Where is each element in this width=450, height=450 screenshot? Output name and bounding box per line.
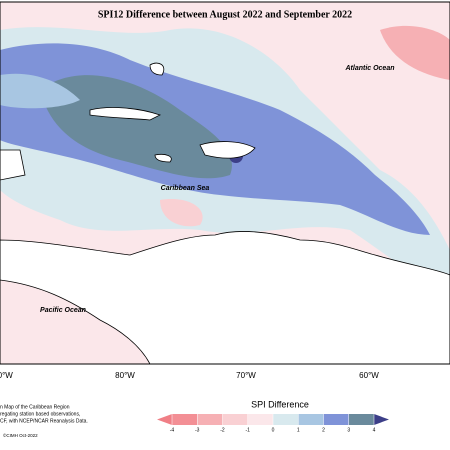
map-title: SPI12 Difference between August 2022 and… (98, 9, 352, 20)
colorbar-segment (323, 414, 349, 425)
credit: ©CIMH Oct-2022 (3, 432, 38, 438)
colorbar-tick-label: 1 (297, 427, 300, 433)
colorbar-tick-label: -1 (246, 427, 251, 433)
longitude-label: 60°W (359, 371, 379, 380)
colorbar-tick-label: -3 (195, 427, 200, 433)
colorbar-segment (197, 414, 223, 425)
colorbar-tick-label: -2 (220, 427, 225, 433)
map (0, 2, 450, 364)
footnote: n Map of the Caribbean Region (0, 404, 70, 410)
colorbar-segment (273, 414, 299, 425)
region-label: Caribbean Sea (161, 185, 210, 192)
colorbar-tick-label: 0 (272, 427, 275, 433)
region-label: Pacific Ocean (40, 307, 86, 314)
longitude-label: 80°W (115, 371, 135, 380)
colorbar-tick-label: 4 (373, 427, 376, 433)
legend: SPI Difference -4 -3 -2 -1 0 1 2 3 4 (157, 399, 389, 433)
colorbar-arrow (157, 414, 172, 425)
footnote: CF, with NCEP/NCAR Reanalysis Data. (0, 418, 88, 424)
colorbar-tick-label: -4 (170, 427, 175, 433)
colorbar-arrow (374, 414, 389, 425)
region-labels: Atlantic Ocean Caribbean Sea Pacific Ocean (40, 65, 394, 314)
colorbar-tick-label: 3 (347, 427, 350, 433)
longitude-labels: 90°W 80°W 70°W 60°W (0, 371, 379, 380)
colorbar-tick-label: 2 (322, 427, 325, 433)
map-frame (0, 1, 450, 365)
colorbar-segment (247, 414, 273, 425)
longitude-label: 70°W (236, 371, 256, 380)
footnote: regating station based observations, (0, 411, 80, 417)
colorbar-segment (222, 414, 248, 425)
region-label: Atlantic Ocean (344, 65, 394, 72)
legend-title: SPI Difference (251, 399, 309, 409)
colorbar-segment (348, 414, 374, 425)
colorbar-segment (172, 414, 198, 425)
longitude-label: 90°W (0, 371, 13, 380)
colorbar-segment (298, 414, 324, 425)
